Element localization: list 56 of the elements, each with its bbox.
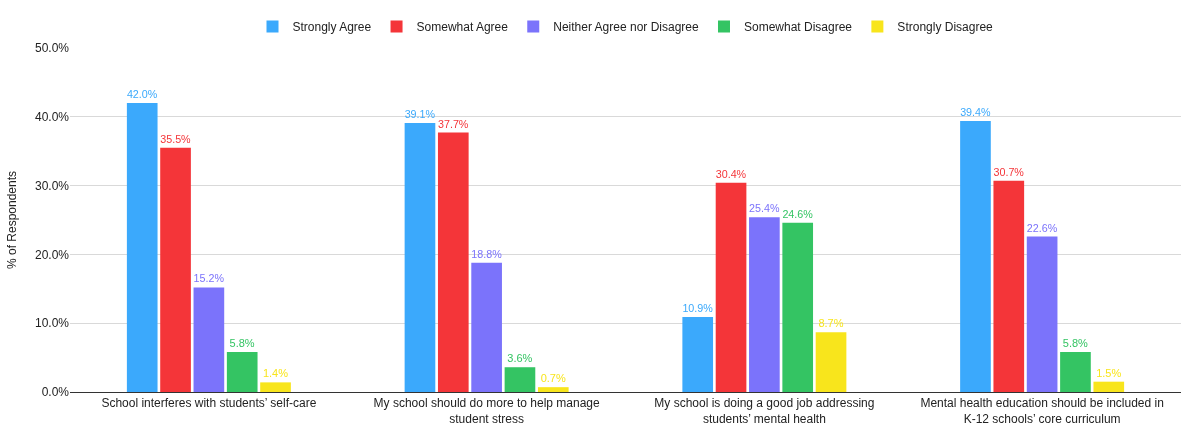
bar [815, 332, 847, 392]
data-label: 1.4% [262, 367, 289, 380]
data-label: 3.6% [507, 352, 533, 365]
legend-label: Strongly Agree [292, 20, 372, 35]
y-tick-label: 50.0% [34, 41, 70, 56]
data-label: 30.7% [993, 165, 1025, 178]
bar [682, 317, 714, 392]
bar [993, 180, 1025, 392]
y-tick-label: 40.0% [34, 110, 70, 124]
legend-label: Neither Agree nor Disagree [553, 20, 699, 35]
x-tick-label: Mental health education should be included in K-12 schools’ core curriculum [920, 396, 1164, 426]
x-tick-label: My school should do more to help manage student stress [373, 396, 601, 426]
data-label: 5.8% [229, 337, 255, 350]
bar [1093, 381, 1125, 392]
x-tick-label: School interferes with students’ self-care [101, 396, 317, 411]
y-tick-label: 0.0% [41, 385, 70, 400]
y-tick-label: 10.0% [34, 316, 70, 331]
bar [537, 387, 569, 392]
bar [960, 120, 991, 392]
data-label: 10.9% [682, 302, 714, 315]
x-tick-label: My school is doing a good job addressing students’ mental health [654, 396, 875, 426]
bar [260, 382, 291, 392]
legend-label: Strongly Disagree [897, 20, 994, 35]
bar [226, 352, 258, 392]
data-label: 22.6% [1026, 221, 1058, 234]
bar [715, 182, 747, 392]
legend-label: Somewhat Agree [416, 20, 509, 35]
data-label: 8.7% [818, 317, 844, 330]
data-label: 18.8% [471, 247, 503, 260]
data-label: 37.7% [437, 117, 469, 130]
y-axis-title: % of Respondents [5, 170, 20, 270]
data-label: 0.7% [540, 372, 566, 385]
data-label: 39.1% [404, 108, 436, 121]
bar [437, 132, 469, 392]
data-label: 1.5% [1096, 366, 1122, 379]
bar [160, 147, 191, 392]
bar [749, 217, 780, 392]
bar [782, 222, 814, 392]
y-tick-label: 30.0% [34, 178, 70, 193]
y-tick-label: 20.0% [34, 247, 70, 262]
data-label: 15.2% [193, 272, 225, 285]
bar [471, 262, 502, 392]
data-label: 42.0% [126, 88, 158, 101]
data-label: 5.8% [1062, 337, 1089, 350]
data-label: 30.4% [715, 167, 747, 180]
bar [504, 367, 536, 392]
data-label: 25.4% [749, 202, 780, 215]
legend-label: Somewhat Disagree [743, 20, 853, 35]
bar [404, 122, 436, 392]
bar [1026, 236, 1058, 392]
data-label: 39.4% [960, 105, 992, 118]
bar [126, 103, 158, 392]
data-label: 24.6% [782, 207, 814, 220]
data-label: 35.5% [160, 132, 192, 145]
bar [193, 287, 225, 392]
bar [1060, 352, 1091, 392]
